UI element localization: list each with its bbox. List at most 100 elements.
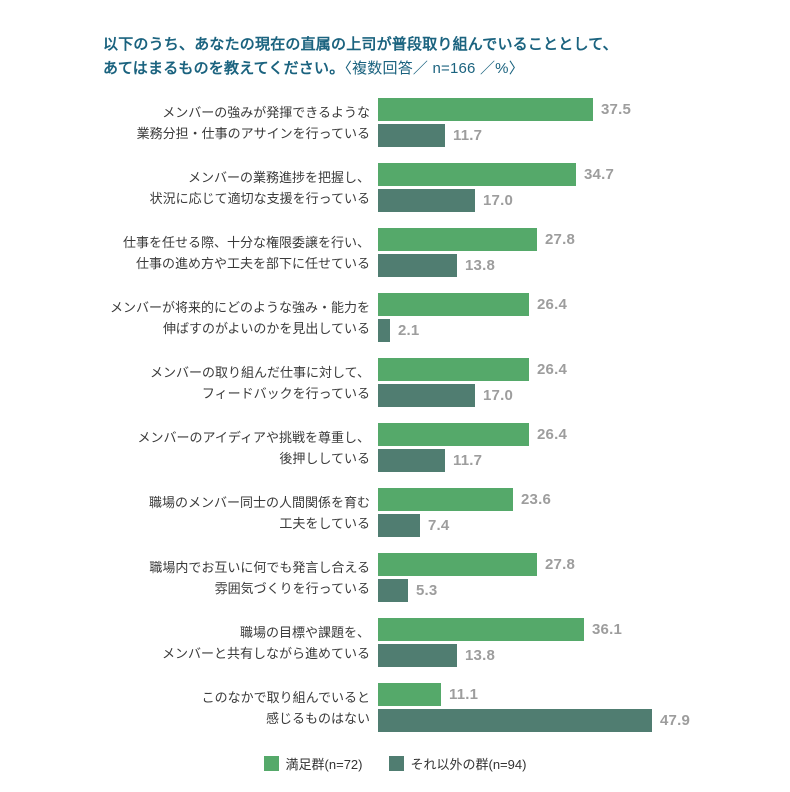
bar-chart: メンバーの強みが発揮できるような 業務分担・仕事のアサインを行っている 37.5… <box>103 98 760 732</box>
value-label-satisfied: 37.5 <box>601 101 631 118</box>
bar-line-others: 47.9 <box>378 709 760 732</box>
chart-title-line2: あてはまるものを教えてください。〈複数回答／ n=166 ／%〉 <box>103 57 760 81</box>
bar-group: 37.5 11.7 <box>378 98 760 147</box>
bar-line-satisfied: 26.4 <box>378 293 760 316</box>
bar-line-satisfied: 26.4 <box>378 358 760 381</box>
bar-others <box>378 189 475 212</box>
bar-group: 11.1 47.9 <box>378 683 760 732</box>
category-label: メンバーが将来的にどのような強み・能力を 伸ばすのがよいのかを見出している <box>109 299 370 336</box>
chart-row: メンバーのアイディアや挑戦を尊重し、 後押ししている 26.4 11.7 <box>103 423 760 472</box>
bar-satisfied <box>378 618 584 641</box>
value-label-satisfied: 26.4 <box>537 361 567 378</box>
value-label-others: 47.9 <box>660 712 690 729</box>
category-label: メンバーの業務進捗を把握し、 状況に応じて適切な支援を行っている <box>149 169 370 206</box>
bar-others <box>378 579 408 602</box>
bar-group: 36.1 13.8 <box>378 618 760 667</box>
bar-satisfied <box>378 553 537 576</box>
category-label: 職場内でお互いに何でも発言し合える 雰囲気づくりを行っている <box>149 559 370 596</box>
chart-title-line1: 以下のうち、あなたの現在の直属の上司が普段取り組んでいることとして、 <box>103 36 618 53</box>
bar-others <box>378 254 457 277</box>
bar-group: 26.4 2.1 <box>378 293 760 342</box>
bar-satisfied <box>378 423 529 446</box>
chart-legend: 満足群(n=72) それ以外の群(n=94) <box>0 754 790 773</box>
bar-others <box>378 644 457 667</box>
category-label: このなかで取り組んでいると 感じるものはない <box>201 689 370 726</box>
chart-row: メンバーが将来的にどのような強み・能力を 伸ばすのがよいのかを見出している 26… <box>103 293 760 342</box>
chart-title-question: あてはまるものを教えてください。 <box>103 60 345 77</box>
bar-group: 26.4 11.7 <box>378 423 760 472</box>
chart-title: 以下のうち、あなたの現在の直属の上司が普段取り組んでいることとして、 あてはまる… <box>103 33 760 81</box>
bar-satisfied <box>378 293 529 316</box>
bar-line-others: 13.8 <box>378 644 760 667</box>
bar-others <box>378 124 445 147</box>
value-label-others: 13.8 <box>465 647 495 664</box>
bar-satisfied <box>378 98 593 121</box>
bar-line-others: 17.0 <box>378 189 760 212</box>
bar-line-satisfied: 36.1 <box>378 618 760 641</box>
bar-group: 34.7 17.0 <box>378 163 760 212</box>
chart-row: 職場の目標や課題を、 メンバーと共有しながら進めている 36.1 13.8 <box>103 618 760 667</box>
bar-line-satisfied: 34.7 <box>378 163 760 186</box>
value-label-satisfied: 36.1 <box>592 621 622 638</box>
category-label: 職場の目標や課題を、 メンバーと共有しながら進めている <box>161 624 370 661</box>
value-label-others: 5.3 <box>416 582 438 599</box>
chart-row: メンバーの強みが発揮できるような 業務分担・仕事のアサインを行っている 37.5… <box>103 98 760 147</box>
bar-satisfied <box>378 358 529 381</box>
bar-others <box>378 514 420 537</box>
chart-row: メンバーの取り組んだ仕事に対して、 フィードバックを行っている 26.4 17.… <box>103 358 760 407</box>
category-label: メンバーのアイディアや挑戦を尊重し、 後押ししている <box>137 429 370 466</box>
bar-group: 26.4 17.0 <box>378 358 760 407</box>
bar-satisfied <box>378 683 441 706</box>
chart-content: 以下のうち、あなたの現在の直属の上司が普段取り組んでいることとして、 あてはまる… <box>103 33 760 732</box>
bar-line-satisfied: 23.6 <box>378 488 760 511</box>
chart-row: 仕事を任せる際、十分な権限委譲を行い、 仕事の進め方や工夫を部下に任せている 2… <box>103 228 760 277</box>
category-label: 職場のメンバー同士の人間関係を育む 工夫をしている <box>148 494 370 531</box>
bar-group: 27.8 5.3 <box>378 553 760 602</box>
value-label-satisfied: 27.8 <box>545 231 575 248</box>
bar-line-others: 17.0 <box>378 384 760 407</box>
bar-others <box>378 319 390 342</box>
value-label-satisfied: 11.1 <box>449 686 479 703</box>
value-label-others: 17.0 <box>483 387 513 404</box>
bar-line-others: 13.8 <box>378 254 760 277</box>
bar-line-satisfied: 37.5 <box>378 98 760 121</box>
chart-row: このなかで取り組んでいると 感じるものはない 11.1 47.9 <box>103 683 760 732</box>
bar-line-others: 2.1 <box>378 319 760 342</box>
chart-title-note: 〈複数回答／ n=166 ／%〉 <box>344 60 524 77</box>
value-label-satisfied: 27.8 <box>545 556 575 573</box>
category-label: 仕事を任せる際、十分な権限委譲を行い、 仕事の進め方や工夫を部下に任せている <box>122 234 370 271</box>
bar-line-others: 11.7 <box>378 124 760 147</box>
legend-item-satisfied: 満足群(n=72) <box>263 754 363 773</box>
value-label-satisfied: 26.4 <box>537 426 567 443</box>
chart-row: 職場のメンバー同士の人間関係を育む 工夫をしている 23.6 7.4 <box>103 488 760 537</box>
bar-group: 23.6 7.4 <box>378 488 760 537</box>
value-label-satisfied: 26.4 <box>537 296 567 313</box>
value-label-others: 7.4 <box>428 517 450 534</box>
legend-label-others: それ以外の群(n=94) <box>410 757 527 772</box>
legend-label-satisfied: 満足群(n=72) <box>285 757 363 772</box>
bar-others <box>378 449 445 472</box>
bar-line-satisfied: 26.4 <box>378 423 760 446</box>
value-label-others: 2.1 <box>398 322 420 339</box>
legend-swatch-others <box>388 756 404 771</box>
bar-group: 27.8 13.8 <box>378 228 760 277</box>
bar-line-satisfied: 27.8 <box>378 553 760 576</box>
chart-row: 職場内でお互いに何でも発言し合える 雰囲気づくりを行っている 27.8 5.3 <box>103 553 760 602</box>
bar-others <box>378 384 475 407</box>
value-label-others: 11.7 <box>453 127 483 144</box>
category-label: メンバーの取り組んだ仕事に対して、 フィードバックを行っている <box>150 364 370 401</box>
value-label-satisfied: 23.6 <box>521 491 551 508</box>
bar-line-others: 5.3 <box>378 579 760 602</box>
value-label-satisfied: 34.7 <box>584 166 614 183</box>
bar-line-satisfied: 11.1 <box>378 683 760 706</box>
legend-item-others: それ以外の群(n=94) <box>388 754 527 773</box>
value-label-others: 13.8 <box>465 257 495 274</box>
value-label-others: 17.0 <box>483 192 513 209</box>
bar-line-others: 7.4 <box>378 514 760 537</box>
bar-satisfied <box>378 163 576 186</box>
legend-swatch-satisfied <box>263 756 279 771</box>
bar-others <box>378 709 652 732</box>
chart-row: メンバーの業務進捗を把握し、 状況に応じて適切な支援を行っている 34.7 17… <box>103 163 760 212</box>
bar-line-satisfied: 27.8 <box>378 228 760 251</box>
